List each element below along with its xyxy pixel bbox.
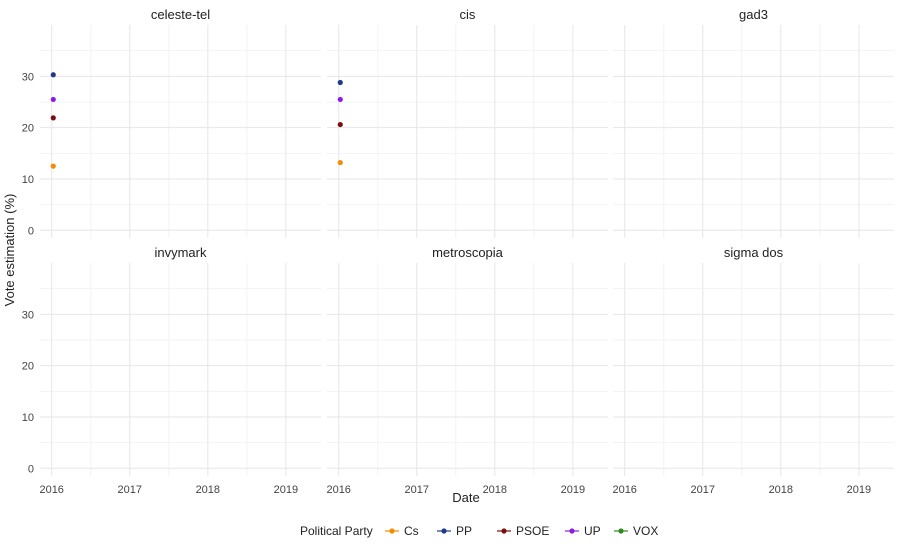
y-tick-label: 30 <box>22 71 34 83</box>
legend-key-marker <box>441 528 447 534</box>
facet-panel: metroscopia 2016 2017 2018 2019 <box>326 245 608 496</box>
legend-label: Cs <box>404 524 419 538</box>
facet-title: invymark <box>154 245 207 260</box>
data-point-pp <box>50 72 56 78</box>
x-tick-label: 2016 <box>612 484 636 496</box>
legend-key-marker <box>501 528 507 534</box>
x-tick-label: 2017 <box>118 484 142 496</box>
facet-title: gad3 <box>739 7 768 22</box>
y-tick-label: 10 <box>22 174 34 186</box>
facet-title: metroscopia <box>432 245 504 260</box>
data-point-cs <box>50 163 56 169</box>
x-tick-label: 2017 <box>405 484 429 496</box>
x-axis-label: Date <box>452 490 479 505</box>
y-tick-label: 30 <box>22 309 34 321</box>
data-point-pp <box>337 79 343 86</box>
legend-key-marker <box>618 528 624 534</box>
facet-title: sigma dos <box>724 245 784 260</box>
data-point-up <box>337 96 343 103</box>
x-tick-label: 2016 <box>326 484 350 496</box>
x-tick-label: 2016 <box>39 484 63 496</box>
legend-label: PP <box>456 524 472 538</box>
facet-panel: celeste-tel 0 10 20 30 <box>22 7 321 238</box>
y-tick-label: 10 <box>22 412 34 424</box>
y-tick-label: 0 <box>28 463 34 475</box>
x-tick-label: 2017 <box>691 484 715 496</box>
facet-panels: celeste-tel 0 10 20 30 cis gad3 invymark 0 10 20 30… <box>22 7 894 496</box>
x-tick-label: 2018 <box>196 484 220 496</box>
facet-title: celeste-tel <box>151 7 210 22</box>
data-point-psoe <box>50 115 56 121</box>
x-tick-label: 2018 <box>483 484 507 496</box>
x-tick-label: 2018 <box>769 484 793 496</box>
y-tick-label: 0 <box>28 225 34 237</box>
x-tick-label: 2019 <box>274 484 298 496</box>
facet-panel: gad3 <box>613 7 894 238</box>
legend-key-marker <box>389 528 395 534</box>
x-tick-label: 2019 <box>561 484 585 496</box>
facet-panel: sigma dos 2016 2017 2018 2019 <box>612 245 894 496</box>
legend: Cs PP PSOE UP VOX <box>385 524 658 538</box>
x-tick-label: 2019 <box>847 484 871 496</box>
y-tick-label: 20 <box>22 123 34 135</box>
data-point-psoe <box>337 121 343 128</box>
legend-label: UP <box>584 524 601 538</box>
data-point-up <box>50 96 56 103</box>
facet-title: cis <box>460 7 476 22</box>
legend-title: Political Party <box>300 524 373 538</box>
legend-label: PSOE <box>516 524 549 538</box>
legend-key-marker <box>569 528 575 534</box>
y-tick-label: 20 <box>22 361 34 373</box>
facet-panel: cis <box>327 7 608 238</box>
data-point-cs <box>337 159 343 166</box>
legend-label: VOX <box>633 524 658 538</box>
facet-panel: invymark 0 10 20 30 2016 2017 2018 2019 <box>22 245 321 496</box>
y-axis-label: Vote estimation (%) <box>2 194 17 307</box>
